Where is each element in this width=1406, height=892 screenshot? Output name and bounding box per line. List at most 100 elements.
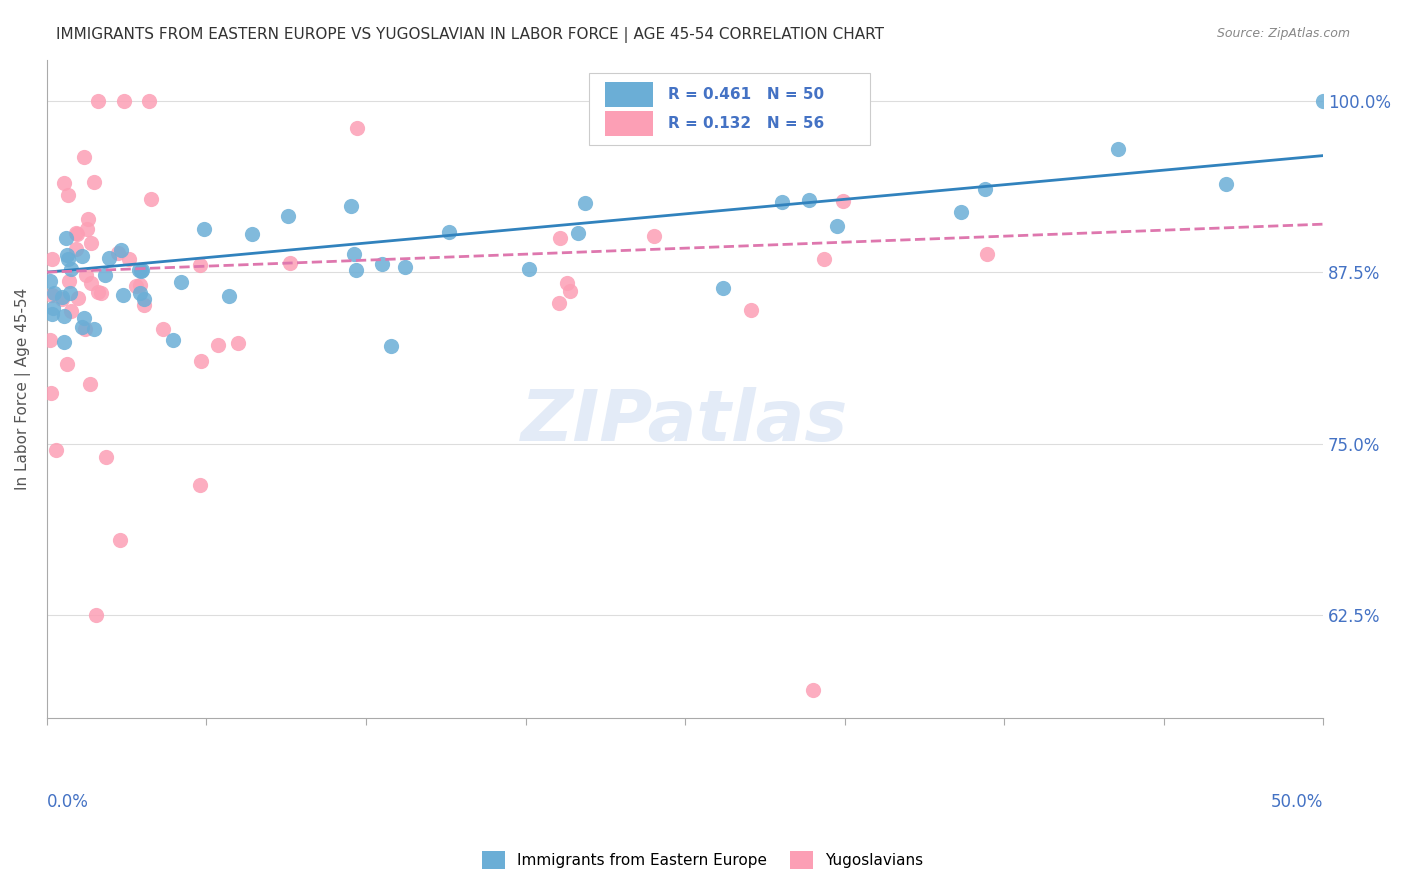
Point [56, 357, 79, 371]
Point [170, 275, 193, 289]
FancyBboxPatch shape [605, 111, 654, 136]
Point [86, 607, 108, 622]
FancyBboxPatch shape [589, 73, 870, 145]
Point [56, 252, 79, 266]
Point [801, 683, 824, 698]
Point [41, 252, 63, 266]
Point [124, 279, 146, 293]
Point [83, 175, 105, 189]
Point [70, 319, 93, 334]
Text: Source: ZipAtlas.com: Source: ZipAtlas.com [1216, 27, 1350, 40]
Point [60, 262, 83, 277]
Point [555, 276, 578, 290]
Point [56, 248, 79, 262]
Point [226, 336, 249, 351]
Point [41, 287, 63, 301]
Point [52, 176, 75, 190]
Point [280, 256, 302, 270]
Point [973, 182, 995, 196]
Point [643, 229, 665, 244]
Point [90, 285, 112, 300]
Point [560, 284, 582, 298]
Point [41, 386, 63, 401]
Point [70, 248, 93, 262]
Point [73, 150, 96, 164]
Point [51, 292, 73, 306]
Point [218, 289, 240, 303]
Point [128, 263, 150, 277]
Point [339, 199, 361, 213]
Point [517, 261, 540, 276]
Point [87, 94, 110, 108]
Point [138, 94, 160, 108]
Point [83, 322, 105, 336]
Point [548, 230, 571, 244]
Point [75, 322, 97, 336]
Point [73, 310, 96, 325]
Point [59, 285, 82, 300]
Point [394, 260, 416, 275]
Point [110, 244, 132, 258]
Point [80, 236, 103, 251]
Point [770, 194, 793, 209]
Point [56, 188, 79, 202]
Point [111, 288, 134, 302]
Text: IMMIGRANTS FROM EASTERN EUROPE VS YUGOSLAVIAN IN LABOR FORCE | AGE 45-54 CORRELA: IMMIGRANTS FROM EASTERN EUROPE VS YUGOSL… [56, 27, 884, 43]
Point [86, 285, 108, 299]
Point [65, 226, 87, 240]
Y-axis label: In Labor Force | Age 45-54: In Labor Force | Age 45-54 [15, 287, 31, 490]
Point [107, 246, 129, 260]
Point [76, 222, 98, 236]
Point [207, 337, 229, 351]
Text: 50.0%: 50.0% [1271, 793, 1323, 812]
Point [574, 196, 596, 211]
Point [132, 292, 155, 306]
Point [162, 333, 184, 347]
Point [139, 192, 162, 206]
Point [797, 193, 820, 207]
Point [1312, 94, 1334, 108]
Point [132, 298, 155, 312]
Text: 0.0%: 0.0% [46, 793, 89, 812]
Point [77, 212, 100, 227]
Point [1107, 143, 1129, 157]
Point [80, 276, 103, 290]
Point [112, 94, 135, 108]
Point [439, 225, 461, 239]
FancyBboxPatch shape [605, 82, 654, 107]
Point [976, 247, 998, 261]
Point [66, 291, 89, 305]
Point [94, 450, 117, 465]
Point [188, 477, 211, 491]
Point [547, 296, 569, 310]
Point [51, 290, 73, 304]
Point [79, 377, 101, 392]
Point [188, 258, 211, 272]
Point [813, 252, 835, 267]
Point [240, 227, 263, 242]
Point [277, 209, 299, 223]
Point [55, 231, 77, 245]
Point [129, 264, 152, 278]
Point [950, 204, 973, 219]
Point [825, 219, 848, 233]
Point [41, 307, 63, 321]
Text: ZIPatlas: ZIPatlas [522, 387, 849, 456]
Point [38, 274, 60, 288]
Point [42, 286, 65, 301]
Point [42, 301, 65, 315]
Point [65, 242, 87, 256]
Point [567, 226, 589, 240]
Point [58, 274, 80, 288]
Point [152, 322, 174, 336]
Point [740, 303, 762, 318]
Point [118, 252, 141, 266]
Point [832, 194, 855, 208]
Point [131, 263, 153, 277]
Point [45, 443, 67, 458]
Point [38, 334, 60, 348]
Point [53, 334, 76, 349]
Point [60, 304, 83, 318]
Point [344, 262, 367, 277]
Point [98, 251, 121, 265]
